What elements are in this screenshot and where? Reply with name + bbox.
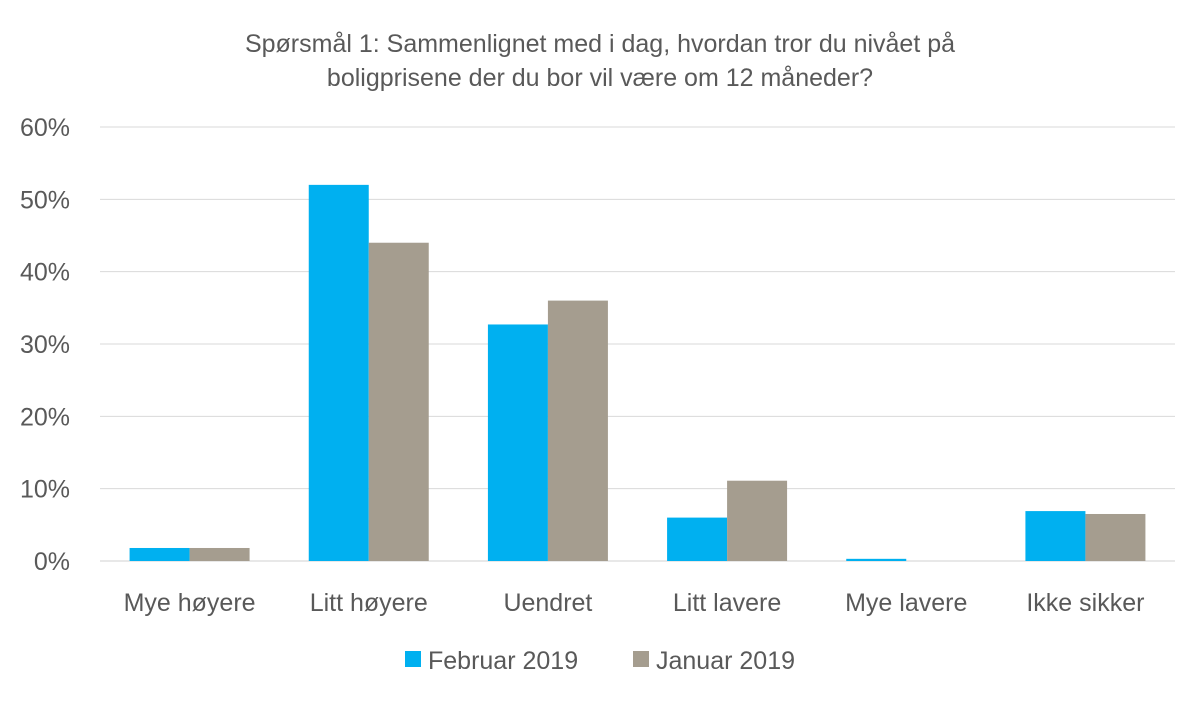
x-category-label: Mye lavere (845, 589, 967, 617)
bars (129, 184, 1146, 561)
chart-title-line-2: boligprisene der du bor vil være om 12 m… (327, 64, 873, 92)
x-category-label: Ikke sikker (1026, 589, 1144, 617)
chart-title-line-1: Spørsmål 1: Sammenlignet med i dag, hvor… (245, 30, 955, 58)
legend-swatch (633, 651, 649, 667)
y-tick-label: 0% (34, 548, 70, 576)
bar-series-2 (189, 547, 250, 561)
legend: Februar 2019 Januar 2019 (405, 647, 795, 675)
y-tick-label: 50% (20, 186, 70, 214)
x-axis-category-labels: Mye høyere Litt høyere Uendret Litt lavere M… (124, 589, 1145, 617)
x-category-label: Mye høyere (124, 589, 256, 617)
bar-series-2 (1085, 513, 1146, 561)
x-category-label: Litt lavere (673, 589, 781, 617)
gridlines (100, 126, 1175, 562)
bar-series-2 (547, 300, 608, 561)
y-tick-label: 20% (20, 403, 70, 431)
legend-label: Januar 2019 (656, 647, 795, 675)
bar-series-1 (487, 324, 548, 561)
y-tick-label: 40% (20, 259, 70, 287)
legend-label: Februar 2019 (428, 647, 578, 675)
bar-series-1 (667, 517, 728, 561)
y-tick-label: 60% (20, 114, 70, 142)
y-tick-label: 30% (20, 331, 70, 359)
bar-series-1 (129, 547, 190, 561)
legend-swatch (405, 651, 421, 667)
bar-series-1 (1025, 511, 1086, 561)
y-tick-label: 10% (20, 476, 70, 504)
bar-series-2 (727, 480, 788, 561)
bar-series-1 (308, 184, 369, 561)
bar-series-1 (846, 558, 907, 561)
chart-title: Spørsmål 1: Sammenlignet med i dag, hvor… (245, 30, 955, 92)
bar-series-2 (368, 242, 429, 561)
x-category-label: Litt høyere (310, 589, 428, 617)
y-axis-tick-labels: 0% 10% 20% 30% 40% 50% 60% (20, 114, 70, 576)
x-category-label: Uendret (503, 589, 592, 617)
